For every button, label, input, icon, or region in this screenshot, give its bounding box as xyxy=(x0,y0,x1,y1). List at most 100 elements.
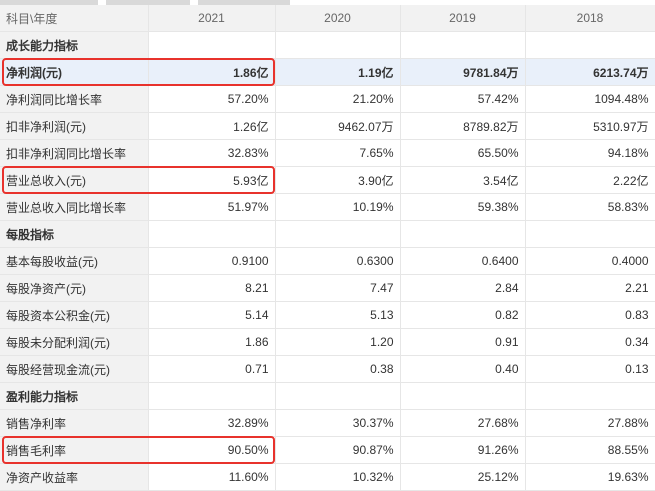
value-cell: 57.42% xyxy=(400,85,526,113)
header-cell: 2021 xyxy=(148,5,276,32)
value-cell: 7.65% xyxy=(275,139,401,167)
row-label: 净资产收益率 xyxy=(0,463,149,491)
highlight-box xyxy=(2,436,275,464)
data-row: 净利润同比增长率 57.20% 21.20% 57.42% 1094.48% xyxy=(0,85,655,113)
value-cell: 27.68% xyxy=(400,409,526,437)
section-row: 每股指标 xyxy=(0,220,655,248)
value-cell: 5.14 xyxy=(148,301,276,329)
section-title: 成长能力指标 xyxy=(0,31,149,59)
data-row: 每股资本公积金(元) 5.14 5.13 0.82 0.83 xyxy=(0,301,655,329)
value-cell: 5.13 xyxy=(275,301,401,329)
header-cell: 科目\年度 xyxy=(0,5,149,32)
value-cell: 11.60% xyxy=(148,463,276,491)
value-cell: 51.97% xyxy=(148,193,276,221)
empty-cell xyxy=(525,220,655,248)
value-cell: 8789.82万 xyxy=(400,112,526,140)
value-cell: 0.9100 xyxy=(148,247,276,275)
value-cell: 3.90亿 xyxy=(275,166,401,194)
value-cell: 58.83% xyxy=(525,193,655,221)
value-cell: 8.21 xyxy=(148,274,276,302)
empty-cell xyxy=(525,382,655,410)
value-cell: 9781.84万 xyxy=(400,58,526,86)
row-label: 扣非净利润(元) xyxy=(0,112,149,140)
data-row: 销售净利率 32.89% 30.37% 27.68% 27.88% xyxy=(0,409,655,437)
data-row: 扣非净利润同比增长率 32.83% 7.65% 65.50% 94.18% xyxy=(0,139,655,167)
row-label: 每股经营现金流(元) xyxy=(0,355,149,383)
value-cell: 10.19% xyxy=(275,193,401,221)
highlight-box xyxy=(2,166,275,194)
header-cell: 2018 xyxy=(525,5,655,32)
empty-cell xyxy=(275,382,401,410)
value-cell: 3.54亿 xyxy=(400,166,526,194)
value-cell: 0.38 xyxy=(275,355,401,383)
value-cell: 32.89% xyxy=(148,409,276,437)
data-row: 基本每股收益(元) 0.9100 0.6300 0.6400 0.4000 xyxy=(0,247,655,275)
value-cell: 0.91 xyxy=(400,328,526,356)
value-cell: 27.88% xyxy=(525,409,655,437)
empty-cell xyxy=(400,220,526,248)
data-row: 每股未分配利润(元) 1.86 1.20 0.91 0.34 xyxy=(0,328,655,356)
value-cell: 5310.97万 xyxy=(525,112,655,140)
value-cell: 21.20% xyxy=(275,85,401,113)
data-row: 净利润(元) 1.86亿 1.19亿 9781.84万 6213.74万 xyxy=(0,58,655,86)
value-cell: 30.37% xyxy=(275,409,401,437)
value-cell: 59.38% xyxy=(400,193,526,221)
empty-cell xyxy=(400,382,526,410)
tab[interactable] xyxy=(198,0,290,5)
value-cell: 0.6400 xyxy=(400,247,526,275)
empty-cell xyxy=(275,31,401,59)
empty-cell xyxy=(275,220,401,248)
section-title: 盈利能力指标 xyxy=(0,382,149,410)
data-row: 每股经营现金流(元) 0.71 0.38 0.40 0.13 xyxy=(0,355,655,383)
empty-cell xyxy=(148,31,276,59)
data-row: 营业总收入(元) 5.93亿 3.90亿 3.54亿 2.22亿 xyxy=(0,166,655,194)
empty-cell xyxy=(525,31,655,59)
row-label: 销售毛利率 xyxy=(0,436,149,464)
value-cell: 1.86 xyxy=(148,328,276,356)
value-cell: 1.20 xyxy=(275,328,401,356)
value-cell: 2.21 xyxy=(525,274,655,302)
header-row: 科目\年度 2021 2020 2019 2018 xyxy=(0,5,655,32)
value-cell: 90.50% xyxy=(148,436,276,464)
value-cell: 0.6300 xyxy=(275,247,401,275)
data-row: 营业总收入同比增长率 51.97% 10.19% 59.38% 58.83% xyxy=(0,193,655,221)
highlight-box xyxy=(2,58,275,86)
value-cell: 0.4000 xyxy=(525,247,655,275)
value-cell: 57.20% xyxy=(148,85,276,113)
row-label: 净利润(元) xyxy=(0,58,149,86)
value-cell: 0.40 xyxy=(400,355,526,383)
value-cell: 88.55% xyxy=(525,436,655,464)
value-cell: 0.13 xyxy=(525,355,655,383)
value-cell: 1.86亿 xyxy=(148,58,276,86)
tab[interactable] xyxy=(0,0,98,5)
value-cell: 6213.74万 xyxy=(525,58,655,86)
row-label: 每股未分配利润(元) xyxy=(0,328,149,356)
tab[interactable] xyxy=(106,0,190,5)
value-cell: 32.83% xyxy=(148,139,276,167)
row-label: 销售净利率 xyxy=(0,409,149,437)
header-cell: 2019 xyxy=(400,5,526,32)
value-cell: 9462.07万 xyxy=(275,112,401,140)
value-cell: 0.34 xyxy=(525,328,655,356)
value-cell: 94.18% xyxy=(525,139,655,167)
row-label: 净利润同比增长率 xyxy=(0,85,149,113)
data-row: 销售毛利率 90.50% 90.87% 91.26% 88.55% xyxy=(0,436,655,464)
row-label: 扣非净利润同比增长率 xyxy=(0,139,149,167)
value-cell: 2.22亿 xyxy=(525,166,655,194)
value-cell: 25.12% xyxy=(400,463,526,491)
value-cell: 1.26亿 xyxy=(148,112,276,140)
value-cell: 90.87% xyxy=(275,436,401,464)
value-cell: 2.84 xyxy=(400,274,526,302)
value-cell: 65.50% xyxy=(400,139,526,167)
row-label: 营业总收入同比增长率 xyxy=(0,193,149,221)
data-row: 扣非净利润(元) 1.26亿 9462.07万 8789.82万 5310.97万 xyxy=(0,112,655,140)
value-cell: 0.71 xyxy=(148,355,276,383)
header-cell: 2020 xyxy=(275,5,401,32)
value-cell: 1.19亿 xyxy=(275,58,401,86)
empty-cell xyxy=(148,382,276,410)
row-label: 每股净资产(元) xyxy=(0,274,149,302)
value-cell: 1094.48% xyxy=(525,85,655,113)
finance-table: 科目\年度 2021 2020 2019 2018 成长能力指标 净利润(元) 1.86亿 1… xyxy=(0,5,655,491)
data-row: 净资产收益率 11.60% 10.32% 25.12% 19.63% xyxy=(0,463,655,491)
